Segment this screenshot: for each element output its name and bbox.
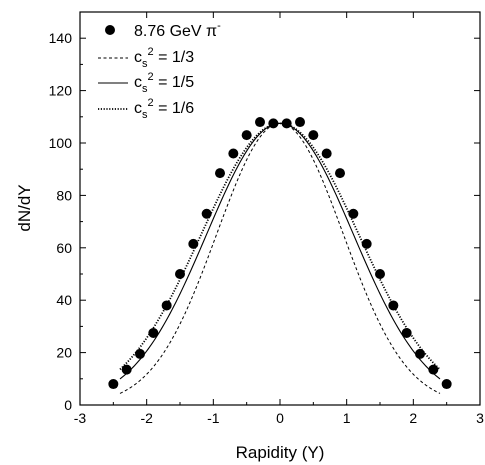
data-point: [321, 148, 332, 159]
data-point: [135, 348, 145, 359]
y-axis: 0 20 40 60 80 100 120 140: [49, 30, 480, 413]
legend-label-rest: = 1/3: [154, 49, 195, 66]
x-axis-title: Rapidity (Y): [236, 443, 325, 462]
legend-label-sup: 2: [148, 46, 154, 58]
legend-label-rest: = 1/6: [154, 100, 195, 117]
data-point: [361, 238, 372, 249]
legend-label-solid: cs2 = 1/5: [134, 71, 194, 95]
y-tick-label: 20: [56, 345, 72, 361]
data-point: [335, 168, 345, 179]
model-curves: [119, 122, 441, 394]
y-tick-label: 140: [49, 30, 73, 46]
legend-label-sub: s: [142, 109, 148, 121]
data-point: [255, 117, 265, 128]
data-point: [161, 300, 172, 311]
data-point: [428, 364, 439, 375]
data-point: [268, 118, 279, 129]
legend-label-rest: = 1/5: [154, 74, 195, 91]
data-point: [108, 379, 119, 390]
x-tick-label: 3: [476, 410, 484, 426]
data-point: [295, 117, 305, 128]
data-point: [215, 168, 225, 179]
y-axis-title: dN/dY: [15, 184, 34, 231]
legend-label-c: c: [134, 74, 142, 91]
data-point: [228, 148, 239, 159]
curve-dotted: [119, 122, 441, 371]
x-tick-label: -2: [140, 410, 153, 426]
data-point: [415, 348, 425, 359]
curve-solid: [119, 122, 441, 380]
data-point: [175, 269, 185, 279]
y-tick-label: 80: [56, 187, 72, 203]
data-point: [201, 208, 212, 219]
data-point: [401, 327, 412, 338]
data-point: [148, 327, 159, 338]
data-point: [375, 269, 385, 279]
data-point: [388, 300, 399, 311]
legend-label-dashed: cs2 = 1/3: [134, 46, 194, 70]
data-points: [108, 117, 452, 390]
data-point: [441, 379, 452, 390]
y-tick-label: 40: [56, 292, 72, 308]
x-tick-label: 2: [409, 410, 417, 426]
legend-label-sup: 2: [148, 71, 154, 83]
legend-marker-points: [105, 25, 115, 35]
legend-label-sup: 2: [148, 97, 154, 109]
data-point: [188, 238, 199, 249]
legend-label-dotted: cs2 = 1/6: [134, 97, 194, 121]
y-tick-label: 0: [64, 397, 72, 413]
legend-label-sub: s: [142, 58, 148, 70]
legend-label-c: c: [134, 100, 142, 117]
x-tick-label: -1: [207, 410, 220, 426]
y-tick-label: 60: [56, 240, 72, 256]
legend-label-points-sup: -: [217, 20, 221, 32]
y-tick-label: 120: [49, 83, 73, 99]
legend-label-points: 8.76 GeV π-: [134, 20, 221, 40]
x-tick-label: 1: [343, 410, 351, 426]
x-axis: -3 -2 -1 0 1 2 3: [74, 12, 484, 426]
data-point: [121, 364, 132, 375]
curve-dashed: [119, 122, 441, 394]
data-point: [308, 130, 319, 141]
x-tick-label: -3: [74, 410, 87, 426]
data-point: [281, 118, 292, 129]
y-tick-label: 100: [49, 135, 73, 151]
legend-label-c: c: [134, 49, 142, 66]
x-tick-label: 0: [276, 410, 284, 426]
legend-label-points-main: 8.76 GeV π: [134, 23, 217, 40]
data-point: [241, 130, 252, 141]
data-point: [348, 208, 359, 219]
legend-label-sub: s: [142, 83, 148, 95]
